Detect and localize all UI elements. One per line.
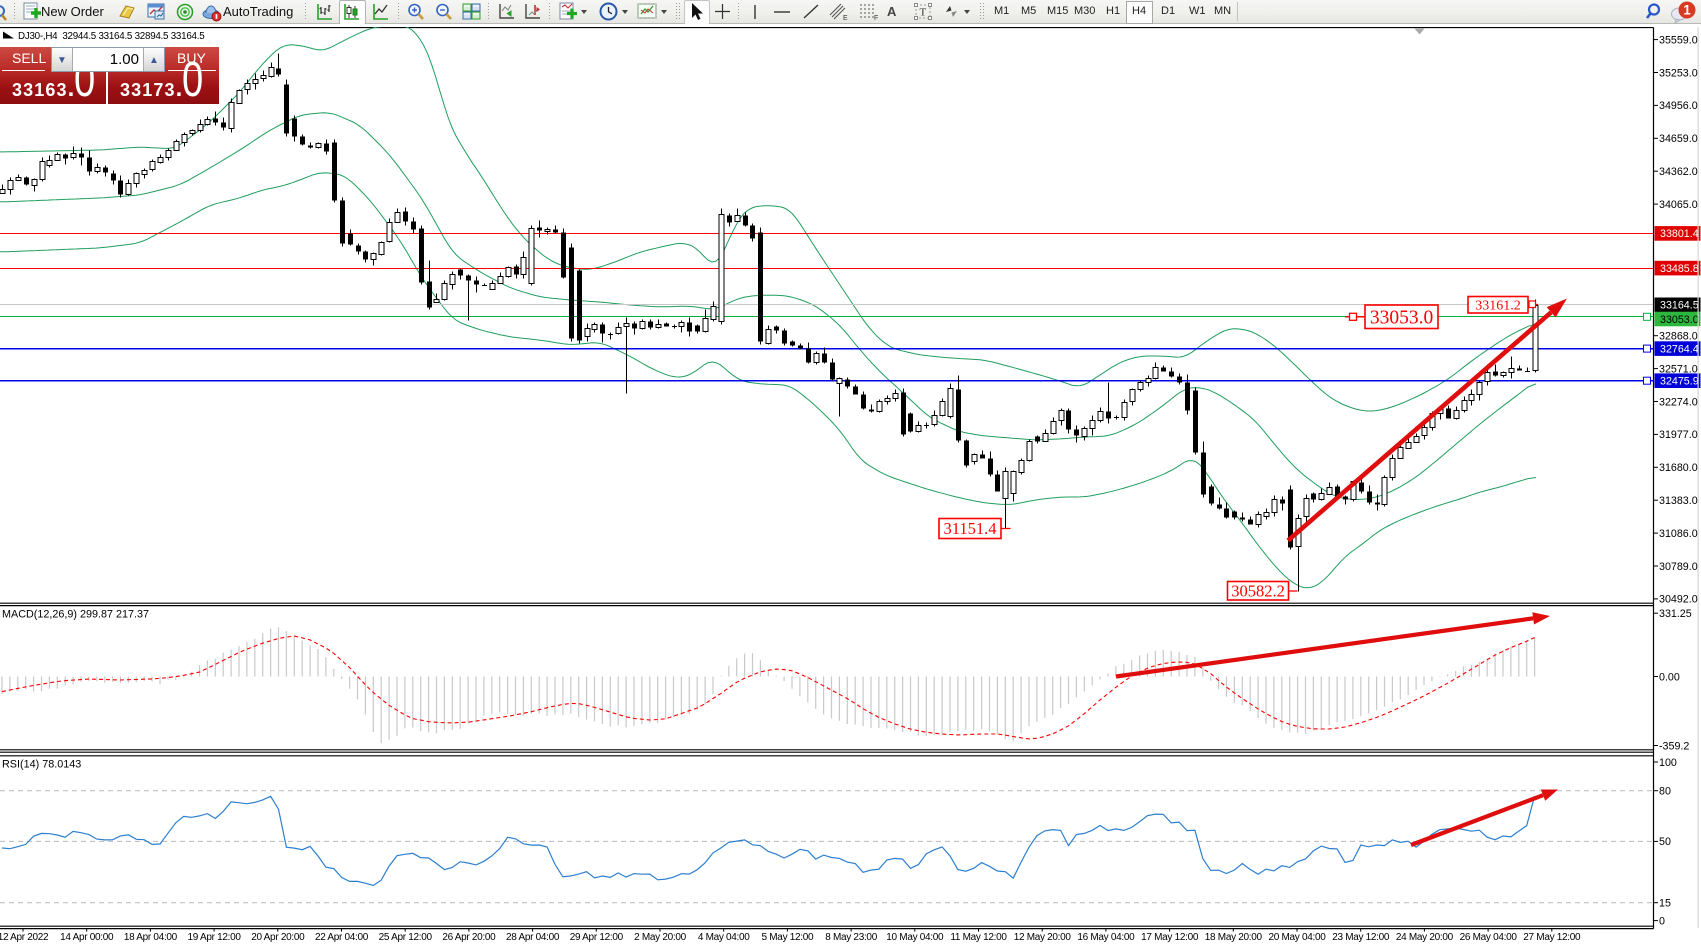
svg-text:0.00: 0.00 [1659, 671, 1680, 683]
svg-text:33053.0: 33053.0 [1660, 314, 1699, 326]
svg-text:31151.4: 31151.4 [943, 519, 996, 538]
svg-text:MACD(12,26,9) 299.87 217.37: MACD(12,26,9) 299.87 217.37 [2, 609, 149, 621]
svg-text:24 May 20:00: 24 May 20:00 [1396, 932, 1454, 943]
svg-text:80: 80 [1659, 786, 1671, 798]
svg-text:12 May 20:00: 12 May 20:00 [1014, 932, 1072, 943]
svg-text:331.25: 331.25 [1659, 608, 1692, 620]
svg-text:28 Apr 04:00: 28 Apr 04:00 [506, 932, 560, 943]
svg-text:E: E [843, 15, 848, 22]
svg-text:RSI(14) 78.0143: RSI(14) 78.0143 [2, 759, 81, 771]
svg-text:33161.2: 33161.2 [1475, 299, 1521, 314]
svg-text:20 Apr 20:00: 20 Apr 20:00 [251, 932, 305, 943]
svg-text:32868.0: 32868.0 [1659, 331, 1698, 343]
svg-text:18 Apr 04:00: 18 Apr 04:00 [124, 932, 178, 943]
svg-text:35559.0: 35559.0 [1659, 34, 1698, 46]
svg-text:32274.0: 32274.0 [1659, 396, 1698, 408]
svg-text:14 Apr 00:00: 14 Apr 00:00 [60, 932, 114, 943]
svg-text:F: F [874, 15, 878, 22]
svg-text:31383.0: 31383.0 [1659, 495, 1698, 507]
svg-text:10 May 04:00: 10 May 04:00 [886, 932, 944, 943]
svg-text:30789.0: 30789.0 [1659, 561, 1698, 573]
svg-text:DJ30-,H4 32944.5 33164.5 3289: DJ30-,H4 32944.5 33164.5 32894.5 33164.5 [18, 31, 205, 42]
svg-text:31086.0: 31086.0 [1659, 528, 1698, 540]
svg-text:31680.0: 31680.0 [1659, 462, 1698, 474]
svg-text:11 May 12:00: 11 May 12:00 [950, 932, 1007, 943]
svg-text:20 May 04:00: 20 May 04:00 [1269, 932, 1327, 943]
svg-text:29 Apr 12:00: 29 Apr 12:00 [570, 932, 624, 943]
svg-text:33164.5: 33164.5 [1660, 300, 1699, 312]
svg-text:12 Apr 2022: 12 Apr 2022 [0, 932, 49, 943]
svg-text:27 May 12:00: 27 May 12:00 [1523, 932, 1581, 943]
svg-text:8 May 23:00: 8 May 23:00 [825, 932, 877, 943]
svg-text:17 May 12:00: 17 May 12:00 [1141, 932, 1199, 943]
svg-text:15: 15 [1659, 898, 1671, 910]
svg-text:100: 100 [1659, 757, 1677, 769]
svg-text:26 Apr 20:00: 26 Apr 20:00 [442, 932, 496, 943]
svg-text:33485.8: 33485.8 [1660, 263, 1699, 275]
svg-text:23 May 12:00: 23 May 12:00 [1332, 932, 1390, 943]
svg-text:31977.0: 31977.0 [1659, 429, 1698, 441]
svg-text:25 Apr 12:00: 25 Apr 12:00 [379, 932, 433, 943]
svg-text:34659.0: 34659.0 [1659, 133, 1698, 145]
svg-text:2 May 20:00: 2 May 20:00 [634, 932, 686, 943]
svg-text:26 May 04:00: 26 May 04:00 [1460, 932, 1518, 943]
svg-text:5 May 12:00: 5 May 12:00 [762, 932, 814, 943]
svg-text:T: T [920, 7, 927, 19]
svg-text:34362.0: 34362.0 [1659, 166, 1698, 178]
svg-text:16 May 04:00: 16 May 04:00 [1077, 932, 1135, 943]
svg-text:50: 50 [1659, 836, 1671, 848]
svg-text:4 May 04:00: 4 May 04:00 [698, 932, 750, 943]
svg-text:30582.2: 30582.2 [1231, 581, 1285, 600]
svg-text:32571.0: 32571.0 [1659, 363, 1698, 375]
svg-text:34065.0: 34065.0 [1659, 199, 1698, 211]
svg-text:32475.9: 32475.9 [1660, 376, 1699, 388]
svg-text:35253.0: 35253.0 [1659, 67, 1698, 79]
svg-text:-359.2: -359.2 [1659, 740, 1689, 752]
svg-text:30492.0: 30492.0 [1659, 594, 1698, 606]
svg-text:33801.4: 33801.4 [1660, 228, 1699, 240]
svg-text:34956.0: 34956.0 [1659, 100, 1698, 112]
svg-text:22 Apr 04:00: 22 Apr 04:00 [315, 932, 369, 943]
svg-text:0: 0 [1659, 915, 1665, 927]
svg-text:19 Apr 12:00: 19 Apr 12:00 [188, 932, 242, 943]
svg-text:33053.0: 33053.0 [1370, 307, 1433, 328]
svg-text:1: 1 [1683, 3, 1691, 18]
svg-text:18 May 20:00: 18 May 20:00 [1205, 932, 1263, 943]
svg-text:32764.4: 32764.4 [1660, 343, 1699, 355]
